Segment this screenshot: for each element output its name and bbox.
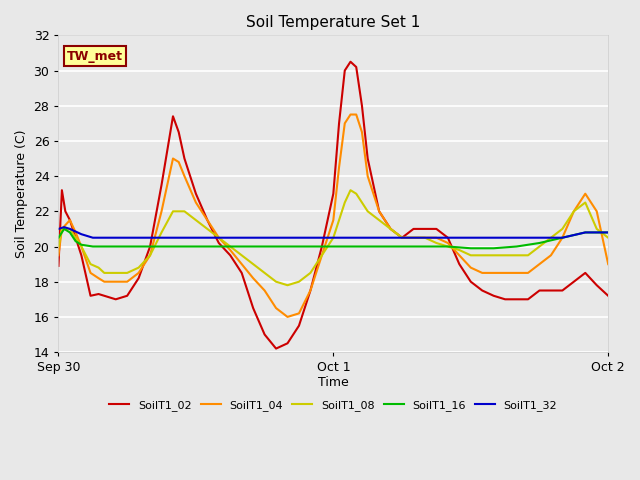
SoilT1_16 xyxy=(421,244,429,250)
SoilT1_02 xyxy=(272,346,280,351)
SoilT1_04 xyxy=(478,270,486,276)
SoilT1_16 xyxy=(54,235,62,240)
SoilT1_16 xyxy=(604,229,612,235)
SoilT1_04 xyxy=(387,226,394,232)
X-axis label: Time: Time xyxy=(318,375,349,388)
SoilT1_32 xyxy=(490,235,497,240)
SoilT1_02 xyxy=(433,226,440,232)
SoilT1_32 xyxy=(192,235,200,240)
SoilT1_16 xyxy=(284,244,291,250)
SoilT1_08 xyxy=(238,252,246,258)
SoilT1_16 xyxy=(66,229,74,235)
SoilT1_16 xyxy=(582,229,589,235)
SoilT1_08 xyxy=(387,226,394,232)
Y-axis label: Soil Temperature (C): Soil Temperature (C) xyxy=(15,130,28,258)
SoilT1_02 xyxy=(347,59,355,65)
SoilT1_08 xyxy=(604,235,612,240)
SoilT1_32 xyxy=(215,235,223,240)
SoilT1_32 xyxy=(66,226,74,232)
SoilT1_04 xyxy=(284,314,291,320)
SoilT1_08 xyxy=(58,226,66,232)
SoilT1_08 xyxy=(347,187,355,193)
SoilT1_16 xyxy=(89,244,97,250)
SoilT1_32 xyxy=(559,235,566,240)
SoilT1_16 xyxy=(124,244,131,250)
SoilT1_02 xyxy=(175,129,182,135)
SoilT1_16 xyxy=(100,244,108,250)
SoilT1_16 xyxy=(375,244,383,250)
SoilT1_32 xyxy=(467,235,475,240)
SoilT1_16 xyxy=(490,245,497,251)
SoilT1_32 xyxy=(421,235,429,240)
SoilT1_16 xyxy=(215,244,223,250)
SoilT1_32 xyxy=(398,235,406,240)
SoilT1_02 xyxy=(54,263,62,269)
SoilT1_32 xyxy=(100,235,108,240)
Line: SoilT1_04: SoilT1_04 xyxy=(58,115,608,317)
SoilT1_32 xyxy=(513,235,520,240)
SoilT1_02 xyxy=(61,208,69,214)
SoilT1_32 xyxy=(307,235,314,240)
SoilT1_32 xyxy=(60,224,68,230)
SoilT1_16 xyxy=(513,244,520,250)
SoilT1_32 xyxy=(146,235,154,240)
SoilT1_32 xyxy=(444,235,452,240)
SoilT1_02 xyxy=(66,217,74,223)
SoilT1_16 xyxy=(238,244,246,250)
SoilT1_04 xyxy=(238,261,246,267)
SoilT1_32 xyxy=(536,235,543,240)
SoilT1_16 xyxy=(169,244,177,250)
SoilT1_16 xyxy=(77,242,85,248)
SoilT1_32 xyxy=(89,235,97,240)
SoilT1_32 xyxy=(124,235,131,240)
SoilT1_32 xyxy=(260,235,268,240)
SoilT1_32 xyxy=(604,229,612,235)
SoilT1_02 xyxy=(284,340,291,346)
SoilT1_32 xyxy=(54,226,62,232)
SoilT1_02 xyxy=(604,293,612,299)
SoilT1_08 xyxy=(284,282,291,288)
Line: SoilT1_16: SoilT1_16 xyxy=(58,229,608,248)
SoilT1_16 xyxy=(353,244,360,250)
SoilT1_16 xyxy=(330,244,337,250)
SoilT1_32 xyxy=(353,235,360,240)
SoilT1_32 xyxy=(238,235,246,240)
Text: TW_met: TW_met xyxy=(67,49,123,62)
SoilT1_32 xyxy=(169,235,177,240)
SoilT1_08 xyxy=(54,244,62,250)
SoilT1_04 xyxy=(410,235,417,240)
SoilT1_16 xyxy=(307,244,314,250)
SoilT1_32 xyxy=(375,235,383,240)
SoilT1_16 xyxy=(559,235,566,240)
Legend: SoilT1_02, SoilT1_04, SoilT1_08, SoilT1_16, SoilT1_32: SoilT1_02, SoilT1_04, SoilT1_08, SoilT1_… xyxy=(105,396,562,416)
SoilT1_04 xyxy=(54,252,62,258)
Line: SoilT1_32: SoilT1_32 xyxy=(58,227,608,238)
SoilT1_08 xyxy=(478,252,486,258)
SoilT1_16 xyxy=(536,240,543,246)
SoilT1_16 xyxy=(72,239,79,244)
SoilT1_02 xyxy=(421,226,429,232)
SoilT1_04 xyxy=(58,226,66,232)
SoilT1_16 xyxy=(444,244,452,250)
Line: SoilT1_08: SoilT1_08 xyxy=(58,190,608,285)
Title: Soil Temperature Set 1: Soil Temperature Set 1 xyxy=(246,15,420,30)
SoilT1_16 xyxy=(260,244,268,250)
SoilT1_04 xyxy=(358,129,366,135)
SoilT1_04 xyxy=(604,261,612,267)
SoilT1_08 xyxy=(410,235,417,240)
SoilT1_16 xyxy=(192,244,200,250)
SoilT1_16 xyxy=(146,244,154,250)
SoilT1_16 xyxy=(467,245,475,251)
SoilT1_32 xyxy=(582,229,589,235)
SoilT1_16 xyxy=(398,244,406,250)
SoilT1_32 xyxy=(330,235,337,240)
SoilT1_04 xyxy=(347,112,355,118)
SoilT1_08 xyxy=(358,200,366,205)
SoilT1_16 xyxy=(60,226,68,232)
SoilT1_32 xyxy=(77,231,85,237)
Line: SoilT1_02: SoilT1_02 xyxy=(58,62,608,348)
SoilT1_32 xyxy=(284,235,291,240)
